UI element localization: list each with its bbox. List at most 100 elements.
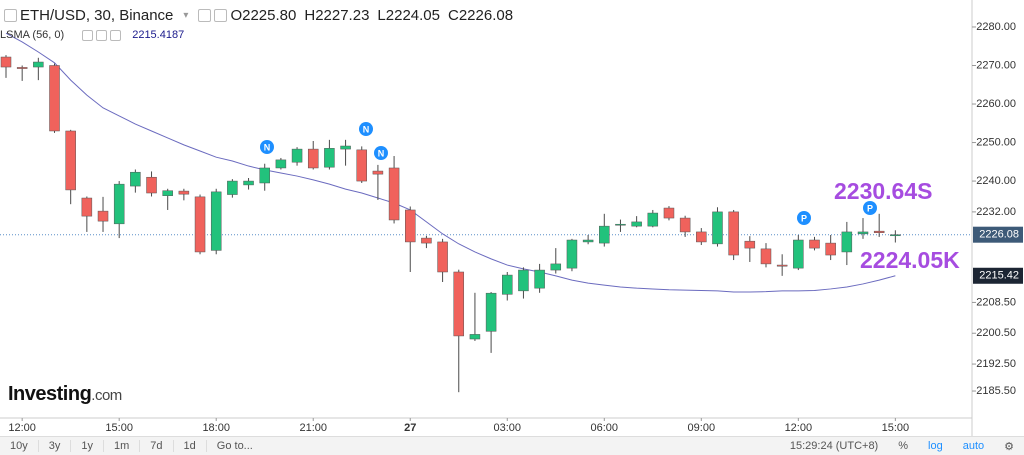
candle-body [469,334,481,340]
candle-body [243,180,254,186]
y-tick-label: 2208.50 [976,296,1016,308]
price-label-box [973,267,1023,284]
candle-body [0,56,12,68]
candle-body [275,159,287,169]
candle-body [679,217,691,233]
candle-body [291,148,303,163]
x-tick-label: 03:00 [494,422,522,434]
y-tick-label: 2250.00 [976,136,1016,148]
dropdown[interactable]: ▾ [183,9,189,21]
y-tick-label: 2270.00 [976,59,1016,71]
candle-body [857,231,869,235]
range-button[interactable]: 1y [71,440,104,452]
settings-button[interactable]: ⚙ [1004,440,1014,453]
icon[interactable] [198,8,212,22]
x-tick-label: 15:00 [882,422,910,434]
candle-body [518,269,529,292]
candle-body [502,274,513,295]
candle-body [178,190,190,195]
candle-body [728,211,739,256]
option-button[interactable]: % [898,440,909,452]
candle-body [437,241,448,273]
event-marker [374,146,388,160]
y-tick-label: 2185.50 [976,385,1016,397]
candle-body [890,234,901,237]
candle-body [631,221,642,227]
candle-body [372,170,384,175]
event-marker-label: N [363,124,370,134]
candle-body [873,230,885,233]
candle-body [696,231,707,243]
candle-body [712,211,723,245]
annotation: 2230.64S [834,178,932,204]
symbol: ETH/USD, 30, Binance [20,6,174,24]
ohlc-key: O [230,6,243,24]
candle-body [388,167,400,221]
annotation: 2224.05K [860,247,960,273]
icon[interactable] [214,8,228,22]
x-tick-label: 18:00 [202,422,230,434]
x-tick-label: 21:00 [299,422,327,434]
event-marker [863,201,877,215]
ohlc-key: C [448,6,459,24]
candle-body [227,180,238,195]
toolbar: 10y 3y 1y 1m 7d 1d Go to... 15:29:24 (UTC+8)% lo… [0,436,1024,455]
y-tick-label: 2232.00 [976,206,1016,218]
candle-body [663,207,675,219]
range-button[interactable]: 10y [0,440,39,452]
event-marker [359,122,373,136]
candle-body [210,191,222,251]
ohlc-value: 2225.80 [242,6,297,24]
ohlc-value: 2224.05 [385,6,440,24]
candle-body [421,237,432,244]
candle-body [776,264,788,267]
candle-body [582,239,594,243]
x-tick-label: 15:00 [105,422,133,434]
indicator-header: LSMA (56, 0) 2215.4187 [0,27,184,43]
goto-button[interactable]: Go to... [216,440,253,452]
lsma-line [5,32,896,293]
x-tick-label: 27 [404,422,416,434]
ohlc-key: H [304,6,316,24]
range-button[interactable]: 1m [104,440,141,452]
candle-body [550,263,562,271]
indicator-value: 2215.4187 [132,29,185,41]
range-button[interactable]: 3y [39,440,72,452]
event-marker [797,211,811,225]
candle-body [81,197,93,217]
logo: Investing.com [8,383,122,406]
candle-body [340,145,351,150]
candle-body [307,148,319,169]
candle-body [259,167,270,184]
x-tick-label: 09:00 [688,422,716,434]
x-tick-label: 12:00 [8,422,36,434]
candle-body [130,171,141,187]
candle-body [453,271,465,337]
candle-body [615,223,626,226]
chart: 2280.00 2270.00 2260.00 2250.00 2240.00 2232.… [0,0,1023,436]
candle-body [841,231,853,253]
event-marker-label: N [264,142,271,152]
candle-body [33,61,44,68]
x-tick-label: 12:00 [785,422,813,434]
event-marker [260,140,274,154]
candle-body [599,225,610,244]
icon[interactable] [82,29,94,41]
logo-suffix: .com [91,387,122,404]
option-button[interactable]: log [928,440,943,452]
y-tick-label: 2240.00 [976,175,1016,187]
range-button[interactable]: 1d [174,440,207,452]
candle-body [16,67,28,69]
candle-body [647,212,659,227]
candle-body [534,269,545,289]
clock: 15:29:24 (UTC+8) [789,440,879,452]
icon [4,8,17,22]
event-marker-label: P [801,213,807,223]
logo-brand: Investing [8,383,92,405]
range-button[interactable]: 7d [140,440,174,452]
candle-body [485,292,497,332]
option-button[interactable]: auto [962,440,985,452]
icon[interactable] [96,29,108,41]
icon[interactable] [110,29,122,41]
